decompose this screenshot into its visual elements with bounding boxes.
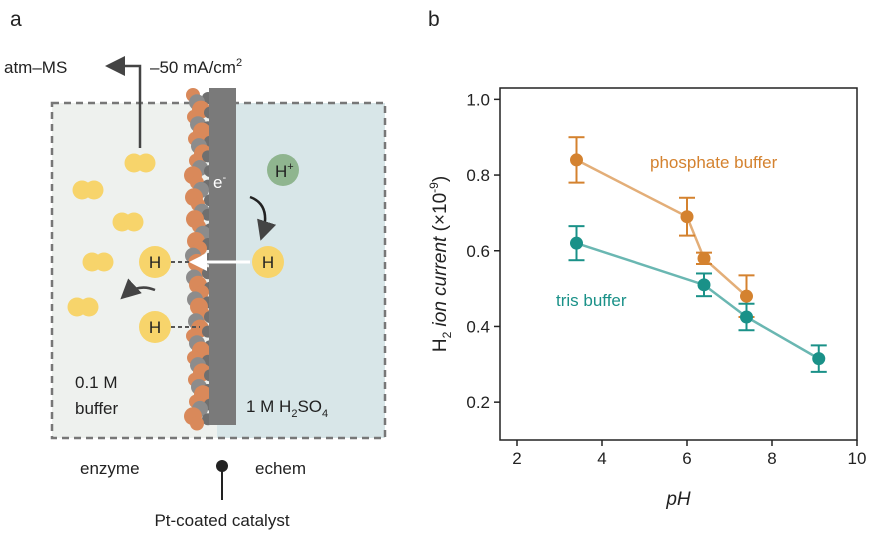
text: 4 [322,408,328,420]
current-label: –50 mA/cm2 [150,57,242,77]
h-label: H [149,253,161,272]
text: - [222,172,226,184]
text: ion current [430,236,451,332]
y-tick-label: 1.0 [466,90,490,109]
text: H [430,338,451,352]
data-point [697,251,711,265]
text: e [213,173,222,192]
y-tick-label: 0.6 [466,242,490,261]
y-tick-label: 0.4 [466,317,490,336]
y-tick-label: 0.8 [466,166,490,185]
electrode-label: Pt-coated catalyst [154,511,289,530]
x-tick-label: 4 [597,449,606,468]
electron-label: e- [213,172,226,192]
electrode [209,88,236,425]
solution-label: 0.1 M [75,373,118,392]
h2-atom [79,297,99,317]
flux-label: atm–MS [4,58,67,77]
text: 1 M H [246,397,291,416]
text: 2 [440,331,454,338]
series-line [576,241,820,360]
data-point [697,278,711,292]
flux-arrow [105,56,142,148]
h2-molecules [67,153,156,317]
data-point [570,153,583,167]
plot-frame [499,87,858,441]
compartment-label: enzyme [80,459,140,478]
h-atom [139,311,171,343]
panel-label: b [428,8,440,31]
h2-atom [94,252,114,272]
data-point [812,352,826,366]
text: (×10 [430,193,451,237]
x-tick-label: 6 [682,449,691,468]
x-axis-label: pH [665,489,691,510]
data-point [740,310,753,324]
text: 2 [291,408,297,420]
h-label: H [149,318,161,337]
solution-label: buffer [75,399,119,418]
echem-compartment [217,103,385,438]
x-tick-label: 10 [848,449,867,468]
h-atom [252,246,284,278]
text: 2 [236,57,242,69]
h2-atom [84,180,104,200]
h-atom [139,246,171,278]
proton-label: H+ [275,161,294,181]
data-point [740,289,753,303]
y-tick-label: 0.2 [466,393,490,412]
data-point [680,210,694,224]
text: SO [297,397,322,416]
cell-border [50,101,387,440]
h-label: H [262,253,274,272]
h2-atom [136,153,156,173]
text: H [275,162,287,181]
series-label: tris buffer [556,291,627,310]
text: ) [430,176,451,182]
x-tick-label: 8 [767,449,776,468]
text: -9 [427,182,441,193]
proton [267,154,299,186]
text: –50 mA/cm [150,58,236,77]
catalyst-particle [190,416,204,431]
text: + [287,161,293,173]
y-axis-label: H2 ion current (×10-9) [427,176,454,352]
x-tick-label: 2 [512,449,521,468]
series-line [575,158,748,298]
compartment-label: echem [255,459,306,478]
data-point [570,236,583,250]
release-arrow [120,278,156,300]
h2-atom [124,212,144,232]
solution-label: 1 M H2SO4 [246,397,328,420]
panel-label: a [10,8,22,31]
series-label: phosphate buffer [650,153,778,172]
reduction-arrow [249,195,277,241]
